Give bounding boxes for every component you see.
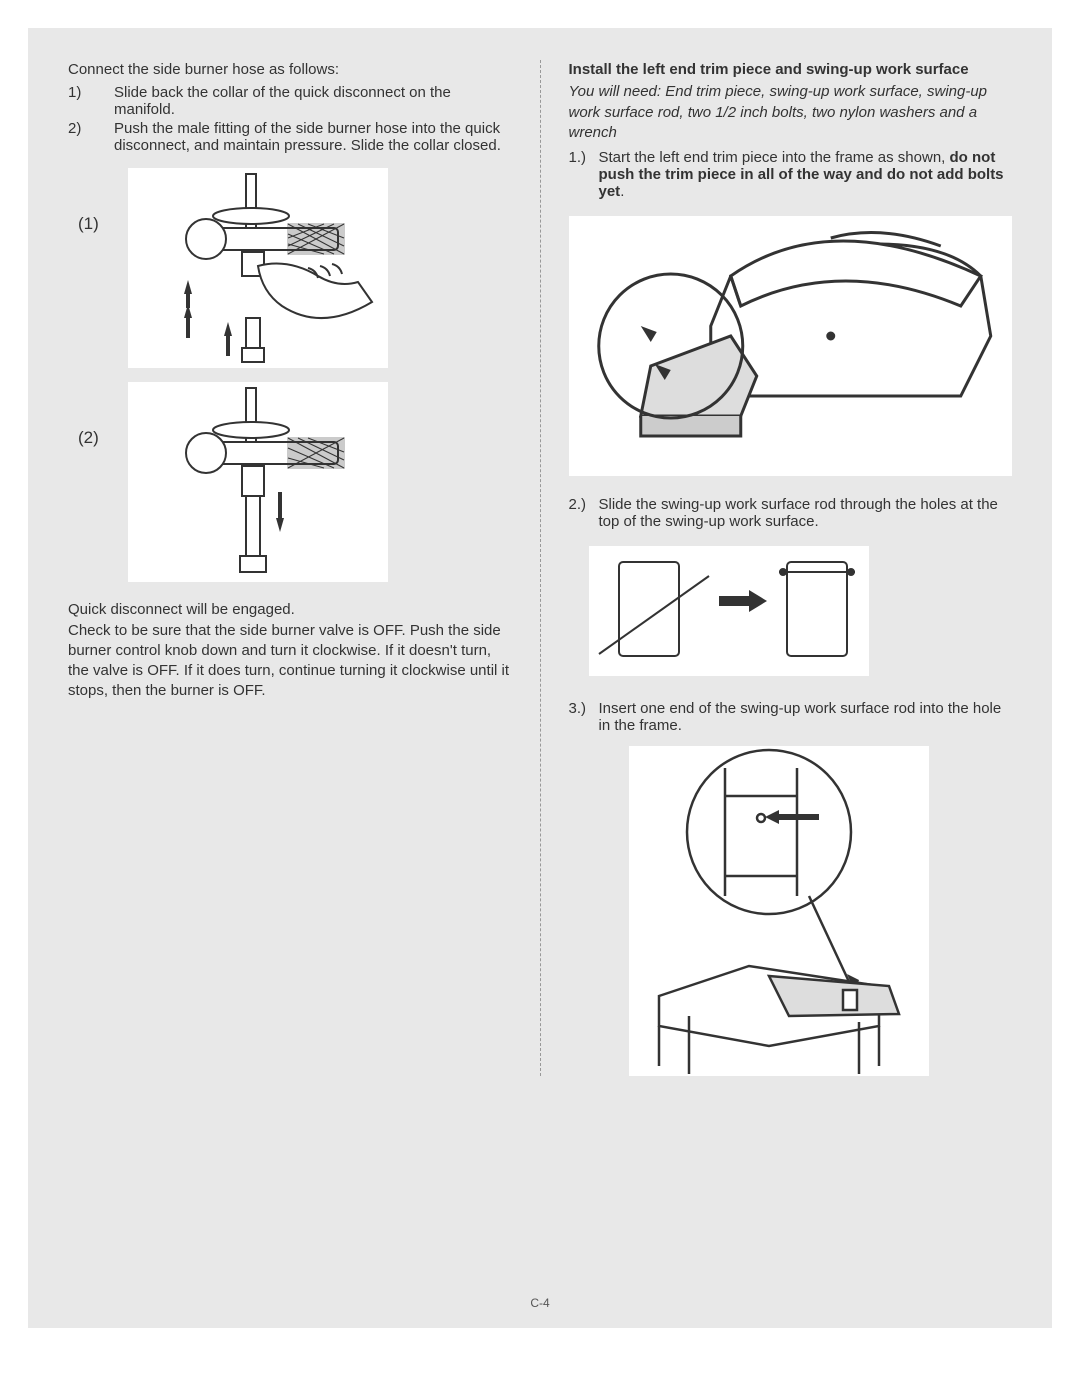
page-number: C-4 (28, 1296, 1052, 1310)
figure-rod (589, 546, 869, 676)
left-column: Connect the side burner hose as follows:… (68, 60, 540, 1076)
step-3: 3.) Insert one end of the swing-up work … (569, 700, 1013, 734)
figure-rod-svg (589, 546, 869, 676)
figure-1-label: (1) (78, 214, 99, 234)
right-heading: Install the left end trim piece and swin… (569, 60, 1013, 80)
step-text: Slide the swing-up work surface rod thro… (599, 496, 1013, 530)
left-after: Quick disconnect will be engaged. Check … (68, 600, 512, 701)
step-1-a: Start the left end trim piece into the f… (599, 149, 950, 166)
figure-trim-svg (569, 216, 1013, 476)
step-2: 2.) Slide the swing-up work surface rod … (569, 496, 1013, 530)
figure-trim (569, 216, 1013, 476)
step-text: Start the left end trim piece into the f… (599, 149, 1013, 200)
list-text: Slide back the collar of the quick disco… (114, 84, 512, 118)
figure-1: (1) (128, 168, 388, 368)
step-text: Insert one end of the swing-up work surf… (599, 700, 1013, 734)
figure-2-label: (2) (78, 428, 99, 448)
figure-2: (2) (128, 382, 388, 582)
list-num: 1) (68, 84, 114, 118)
list-item-2: 2) Push the male fitting of the side bur… (68, 120, 512, 154)
step-num: 3.) (569, 700, 599, 734)
list-item-1: 1) Slide back the collar of the quick di… (68, 84, 512, 118)
step-num: 2.) (569, 496, 599, 530)
left-intro: Connect the side burner hose as follows: (68, 60, 512, 80)
columns: Connect the side burner hose as follows:… (68, 60, 1012, 1076)
figure-1-svg (128, 168, 388, 368)
step-1: 1.) Start the left end trim piece into t… (569, 149, 1013, 200)
list-num: 2) (68, 120, 114, 154)
step-num: 1.) (569, 149, 599, 200)
figure-2-svg (128, 382, 388, 582)
page: Connect the side burner hose as follows:… (28, 28, 1052, 1328)
right-needs: You will need: End trim piece, swing-up … (569, 82, 1013, 143)
right-column: Install the left end trim piece and swin… (540, 60, 1013, 1076)
figure-frame-svg (629, 746, 929, 1076)
figure-frame (629, 746, 929, 1076)
list-text: Push the male fitting of the side burner… (114, 120, 512, 154)
step-1-c: . (620, 183, 624, 200)
